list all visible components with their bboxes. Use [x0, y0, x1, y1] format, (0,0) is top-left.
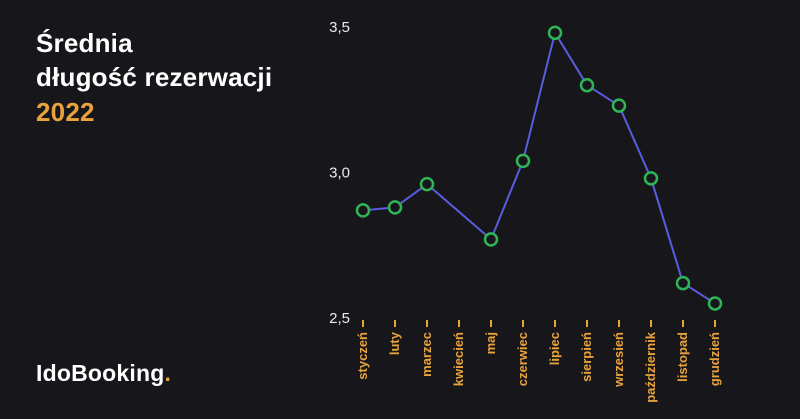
y-axis-tick-label: 3,5 [329, 19, 350, 36]
data-point [355, 203, 371, 218]
data-point [707, 296, 723, 311]
data-point [579, 77, 595, 93]
data-point [611, 98, 627, 113]
x-axis-month-label: grudzień [707, 332, 722, 386]
y-axis-tick-label: 2,5 [329, 310, 350, 327]
logo-dot: . [164, 360, 172, 386]
data-point [547, 25, 563, 41]
x-axis-month-label: sierpień [579, 332, 594, 382]
x-axis-month-label: styczeń [355, 332, 370, 380]
x-axis-month-label: maj [483, 332, 498, 354]
data-line [362, 31, 716, 305]
y-axis-tick-label: 3,0 [329, 165, 350, 182]
x-axis-month-label: październik [643, 331, 658, 403]
logo-text: IdoBooking [36, 360, 165, 386]
title-line-1: Średnia [36, 28, 133, 58]
chart-title-block: Średnia długość rezerwacji 2022 [36, 26, 272, 129]
title-year: 2022 [36, 96, 95, 127]
x-axis-month-label: listopad [675, 332, 690, 382]
data-point [387, 200, 403, 215]
data-point [675, 275, 691, 291]
data-point [419, 176, 435, 192]
data-point [643, 171, 659, 186]
idobooking-logo: IdoBooking. [36, 360, 171, 387]
data-point [515, 153, 531, 169]
x-axis-month-label: luty [387, 331, 402, 355]
x-axis-month-label: marzec [419, 332, 434, 377]
title-line-2: długość rezerwacji [36, 62, 273, 93]
line-chart: 3,5 3,0 2,5 styczeń luty marzec kwiecień maj cze… [329, 19, 723, 403]
x-axis-month-label: kwiecień [451, 332, 466, 386]
x-axis-month-label: wrzesień [611, 332, 626, 388]
x-axis-month-label: czerwiec [515, 332, 530, 386]
data-point [483, 232, 499, 247]
x-axis-month-label: lipiec [547, 332, 562, 365]
